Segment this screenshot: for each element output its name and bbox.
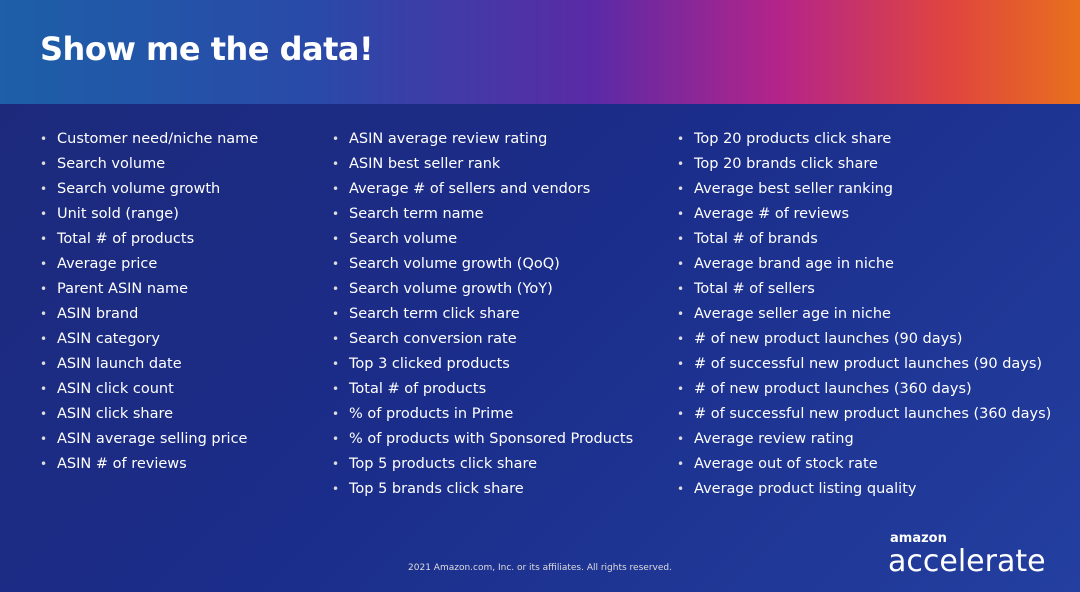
list-item: ASIN launch date [40, 352, 258, 377]
list-item: # of new product launches (90 days) [677, 327, 1051, 352]
list-item: Search volume [332, 227, 633, 252]
list-item: ASIN # of reviews [40, 452, 258, 477]
list-item: ASIN average review rating [332, 127, 633, 152]
list-item: Total # of brands [677, 227, 1051, 252]
list-item: # of successful new product launches (36… [677, 402, 1051, 427]
list-item: Search volume growth [40, 177, 258, 202]
header: Show me the data! [0, 0, 1080, 104]
list-item: ASIN click share [40, 402, 258, 427]
list-item: Search term name [332, 202, 633, 227]
list-item: Average review rating [677, 427, 1051, 452]
list-item: Average seller age in niche [677, 302, 1051, 327]
list-item: Average best seller ranking [677, 177, 1051, 202]
list-item: Customer need/niche name [40, 127, 258, 152]
list-item: Search conversion rate [332, 327, 633, 352]
list-item: Top 3 clicked products [332, 352, 633, 377]
title: Show me the data! [40, 30, 374, 68]
list: Customer need/niche nameSearch volumeSea… [40, 127, 258, 477]
list-item: Top 20 brands click share [677, 152, 1051, 177]
list: ASIN average review ratingASIN best sell… [332, 127, 633, 502]
list-item: Total # of sellers [677, 277, 1051, 302]
list: Top 20 products click shareTop 20 brands… [677, 127, 1051, 502]
list-item: Total # of products [40, 227, 258, 252]
logo-small: amazon [890, 531, 947, 546]
list-item: Search volume growth (QoQ) [332, 252, 633, 277]
list-item: % of products with Sponsored Products [332, 427, 633, 452]
list-item: Search volume growth (YoY) [332, 277, 633, 302]
copyright: 2021 Amazon.com, Inc. or its affiliates.… [408, 563, 672, 573]
list-item: Top 20 products click share [677, 127, 1051, 152]
list-item: Unit sold (range) [40, 202, 258, 227]
list-item: Search volume [40, 152, 258, 177]
list-item: ASIN average selling price [40, 427, 258, 452]
list-item: Average product listing quality [677, 477, 1051, 502]
list-item: Average # of reviews [677, 202, 1051, 227]
list-item: Parent ASIN name [40, 277, 258, 302]
list-item: Top 5 brands click share [332, 477, 633, 502]
list-item: Average # of sellers and vendors [332, 177, 633, 202]
list-item: % of products in Prime [332, 402, 633, 427]
logo: accelerate [888, 544, 1046, 579]
list-item: Average brand age in niche [677, 252, 1051, 277]
list-item: Top 5 products click share [332, 452, 633, 477]
list-item: ASIN brand [40, 302, 258, 327]
list-item: Average price [40, 252, 258, 277]
list-item: ASIN best seller rank [332, 152, 633, 177]
list-item: # of new product launches (360 days) [677, 377, 1051, 402]
list-item: Search term click share [332, 302, 633, 327]
list-item: ASIN click count [40, 377, 258, 402]
list-item: ASIN category [40, 327, 258, 352]
list-item: Total # of products [332, 377, 633, 402]
list-item: # of successful new product launches (90… [677, 352, 1051, 377]
list-item: Average out of stock rate [677, 452, 1051, 477]
